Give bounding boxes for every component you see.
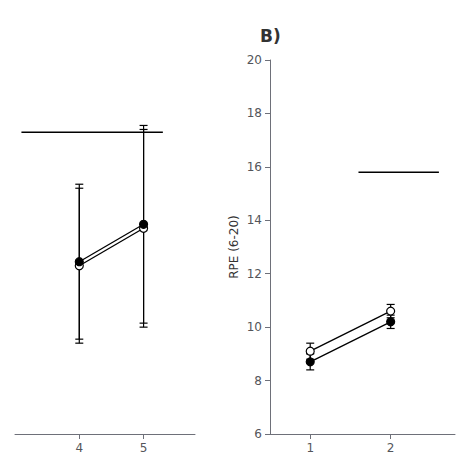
svg-text:2: 2: [387, 441, 395, 455]
svg-text:6: 6: [254, 427, 262, 441]
svg-text:RPE (6-20): RPE (6-20): [227, 215, 241, 279]
svg-text:12: 12: [247, 267, 262, 281]
svg-text:1: 1: [306, 441, 314, 455]
svg-text:16: 16: [247, 160, 262, 174]
svg-text:10: 10: [247, 320, 262, 334]
svg-text:20: 20: [247, 53, 262, 67]
svg-text:5: 5: [140, 441, 148, 455]
svg-text:8: 8: [254, 374, 262, 388]
svg-text:18: 18: [247, 106, 262, 120]
svg-text:B): B): [260, 26, 281, 46]
svg-text:14: 14: [247, 213, 262, 227]
svg-text:4: 4: [75, 441, 83, 455]
